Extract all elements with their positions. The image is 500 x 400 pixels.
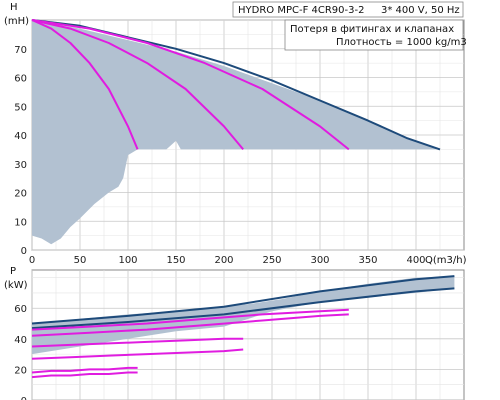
power-pump-curve-5 [31, 348, 244, 360]
model-title: HYDRO MPC-F 4CR90-3-2 [238, 5, 364, 16]
xtick-label: 300 [310, 255, 329, 266]
head-ytick-label: 50 [14, 102, 27, 113]
head-yunit: (mH) [4, 16, 29, 27]
power-ytick-label: 0 [21, 396, 27, 400]
power-pump-curve-3 [31, 313, 349, 337]
head-pump-curve-1 [31, 19, 139, 150]
power-ytick-label: 60 [14, 304, 27, 315]
power-pump-curve-7 [31, 371, 138, 379]
xtick-label: 350 [358, 255, 377, 266]
power-ytick-label: 40 [14, 335, 27, 346]
supply-spec: 3* 400 V, 50 Hz [381, 5, 460, 16]
head-ytick-label: 20 [14, 189, 27, 200]
x-axis-label: Q(m3/h) [425, 255, 467, 266]
power-max-curve-0 [31, 275, 455, 325]
head-ytick-label: 30 [14, 160, 27, 171]
power-max-curve-1 [31, 287, 455, 330]
note-fittings: Потеря в фитингах и клапанах [290, 24, 454, 35]
xtick-label: 0 [29, 255, 35, 266]
power-pump-curve-6 [31, 366, 138, 374]
power-yunit: (kW) [4, 280, 28, 291]
power-pump-curve-2 [31, 308, 349, 331]
head-pump-curve-3 [31, 19, 350, 151]
head-ytick-label: 40 [14, 131, 27, 142]
info-box-top [232, 1, 464, 18]
power-ytick-label: 20 [14, 365, 27, 376]
power-axis-ticks: 0 20 40 60 [14, 304, 27, 400]
power-ylabel: P [10, 266, 16, 277]
head-ytick-label: 10 [14, 217, 27, 228]
head-ytick-label: 0 [21, 246, 27, 257]
head-axis-ticks: 0 10 20 30 40 50 60 70 0 50 100 150 200 250 300 350 400 [14, 45, 425, 266]
xtick-label: 200 [214, 255, 233, 266]
xtick-label: 100 [118, 255, 137, 266]
head-ylabel: H [10, 2, 18, 13]
head-ytick-label: 70 [14, 45, 27, 56]
head-pump-curve-2 [31, 19, 244, 151]
xtick-label: 400 [406, 255, 425, 266]
head-curves [31, 19, 441, 151]
note-density: Плотность = 1000 kg/m3 [336, 37, 467, 48]
power-curves [31, 275, 455, 379]
head-ytick-label: 60 [14, 74, 27, 85]
head-operating-envelope [32, 20, 440, 245]
power-pump-curve-4 [31, 337, 244, 348]
xtick-label: 50 [74, 255, 87, 266]
xtick-label: 250 [262, 255, 281, 266]
xtick-label: 150 [166, 255, 185, 266]
info-box-note [284, 19, 464, 51]
